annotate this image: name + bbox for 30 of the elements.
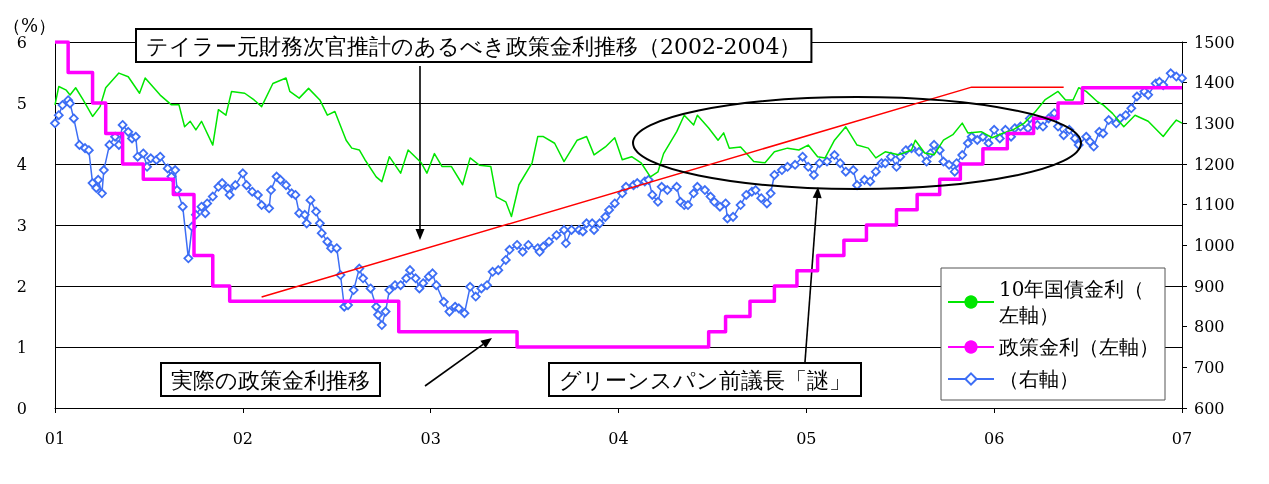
y-tick-label: 5 [16, 93, 27, 113]
annotation: テイラー元財務次官推計のあるべき政策金利推移（2002-2004） [146, 33, 802, 59]
x-tick-label: 02 [232, 428, 254, 448]
y2-tick-label: 1400 [1194, 73, 1235, 93]
x-tick-label: 06 [983, 428, 1005, 448]
x-tick-label: 05 [796, 428, 817, 448]
x-tick-label: 07 [1171, 428, 1193, 448]
y-tick-label: 0 [16, 398, 27, 418]
legend-label: 10年国債金利（左軸） [999, 277, 1145, 327]
annotation: グリーンスパン前議長「謎」 [559, 367, 851, 393]
y2-tick-label: 1500 [1194, 32, 1235, 52]
x-tick-label: 01 [44, 428, 66, 448]
y-tick-label: 2 [16, 276, 27, 296]
y-axis-title: （%） [3, 14, 57, 36]
x-tick-label: 03 [420, 428, 441, 448]
y-tick-label: 4 [16, 154, 27, 174]
y2-tick-label: 1000 [1194, 235, 1235, 255]
legend-label: 政策金利（左軸） [999, 335, 1159, 359]
x-tick-label: 04 [608, 428, 629, 448]
y2-tick-label: 900 [1194, 276, 1225, 296]
y2-tick-label: 700 [1194, 357, 1225, 377]
y2-tick-label: 600 [1194, 398, 1225, 418]
y2-tick-label: 1300 [1194, 113, 1235, 133]
y2-tick-label: 800 [1194, 317, 1225, 337]
y-tick-label: 3 [16, 215, 27, 235]
y-tick-label: 1 [16, 337, 27, 357]
y2-tick-label: 1200 [1194, 154, 1235, 174]
annotation: 実際の政策金利推移 [171, 367, 370, 393]
legend-label: （右軸） [999, 367, 1079, 391]
y2-tick-label: 1100 [1194, 195, 1235, 215]
